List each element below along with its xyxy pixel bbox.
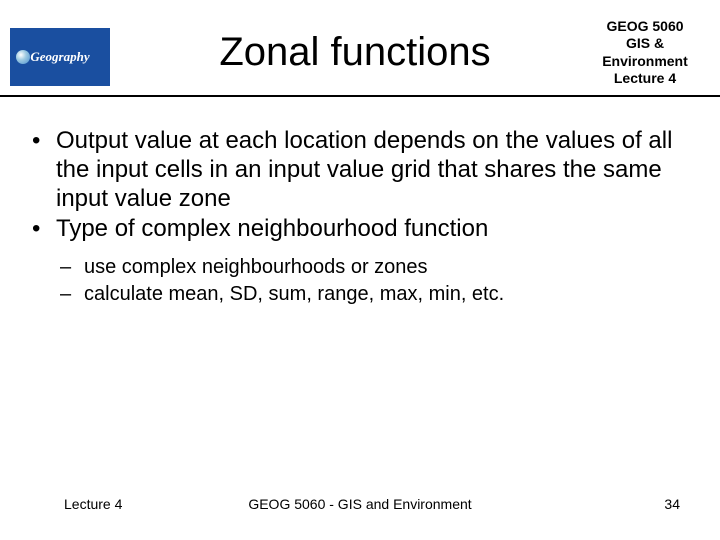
sub-bullet-item: calculate mean, SD, sum, range, max, min… [60, 281, 692, 308]
course-name-1: GIS & [590, 35, 700, 53]
bullet-item: Output value at each location depends on… [28, 127, 692, 213]
course-code: GEOG 5060 [590, 18, 700, 36]
globe-icon [16, 50, 30, 64]
sub-bullet-list: use complex neighbourhoods or zones calc… [60, 254, 692, 308]
main-bullet-list: Output value at each location depends on… [28, 127, 692, 244]
course-name-2: Environment [590, 53, 700, 71]
logo-text: Geography [30, 49, 89, 65]
slide-header: Geography Zonal functions GEOG 5060 GIS … [0, 0, 720, 95]
geography-logo: Geography [10, 28, 110, 86]
bullet-item: Type of complex neighbourhood function [28, 215, 692, 244]
course-info: GEOG 5060 GIS & Environment Lecture 4 [590, 18, 700, 88]
lecture-number: Lecture 4 [590, 70, 700, 88]
sub-bullet-item: use complex neighbourhoods or zones [60, 254, 692, 281]
footer-left: Lecture 4 [64, 496, 122, 512]
slide-footer: Lecture 4 GEOG 5060 - GIS and Environmen… [0, 496, 720, 512]
footer-center: GEOG 5060 - GIS and Environment [248, 496, 471, 512]
slide-title: Zonal functions [110, 30, 590, 75]
footer-right: 34 [664, 496, 680, 512]
slide-content: Output value at each location depends on… [0, 97, 720, 308]
